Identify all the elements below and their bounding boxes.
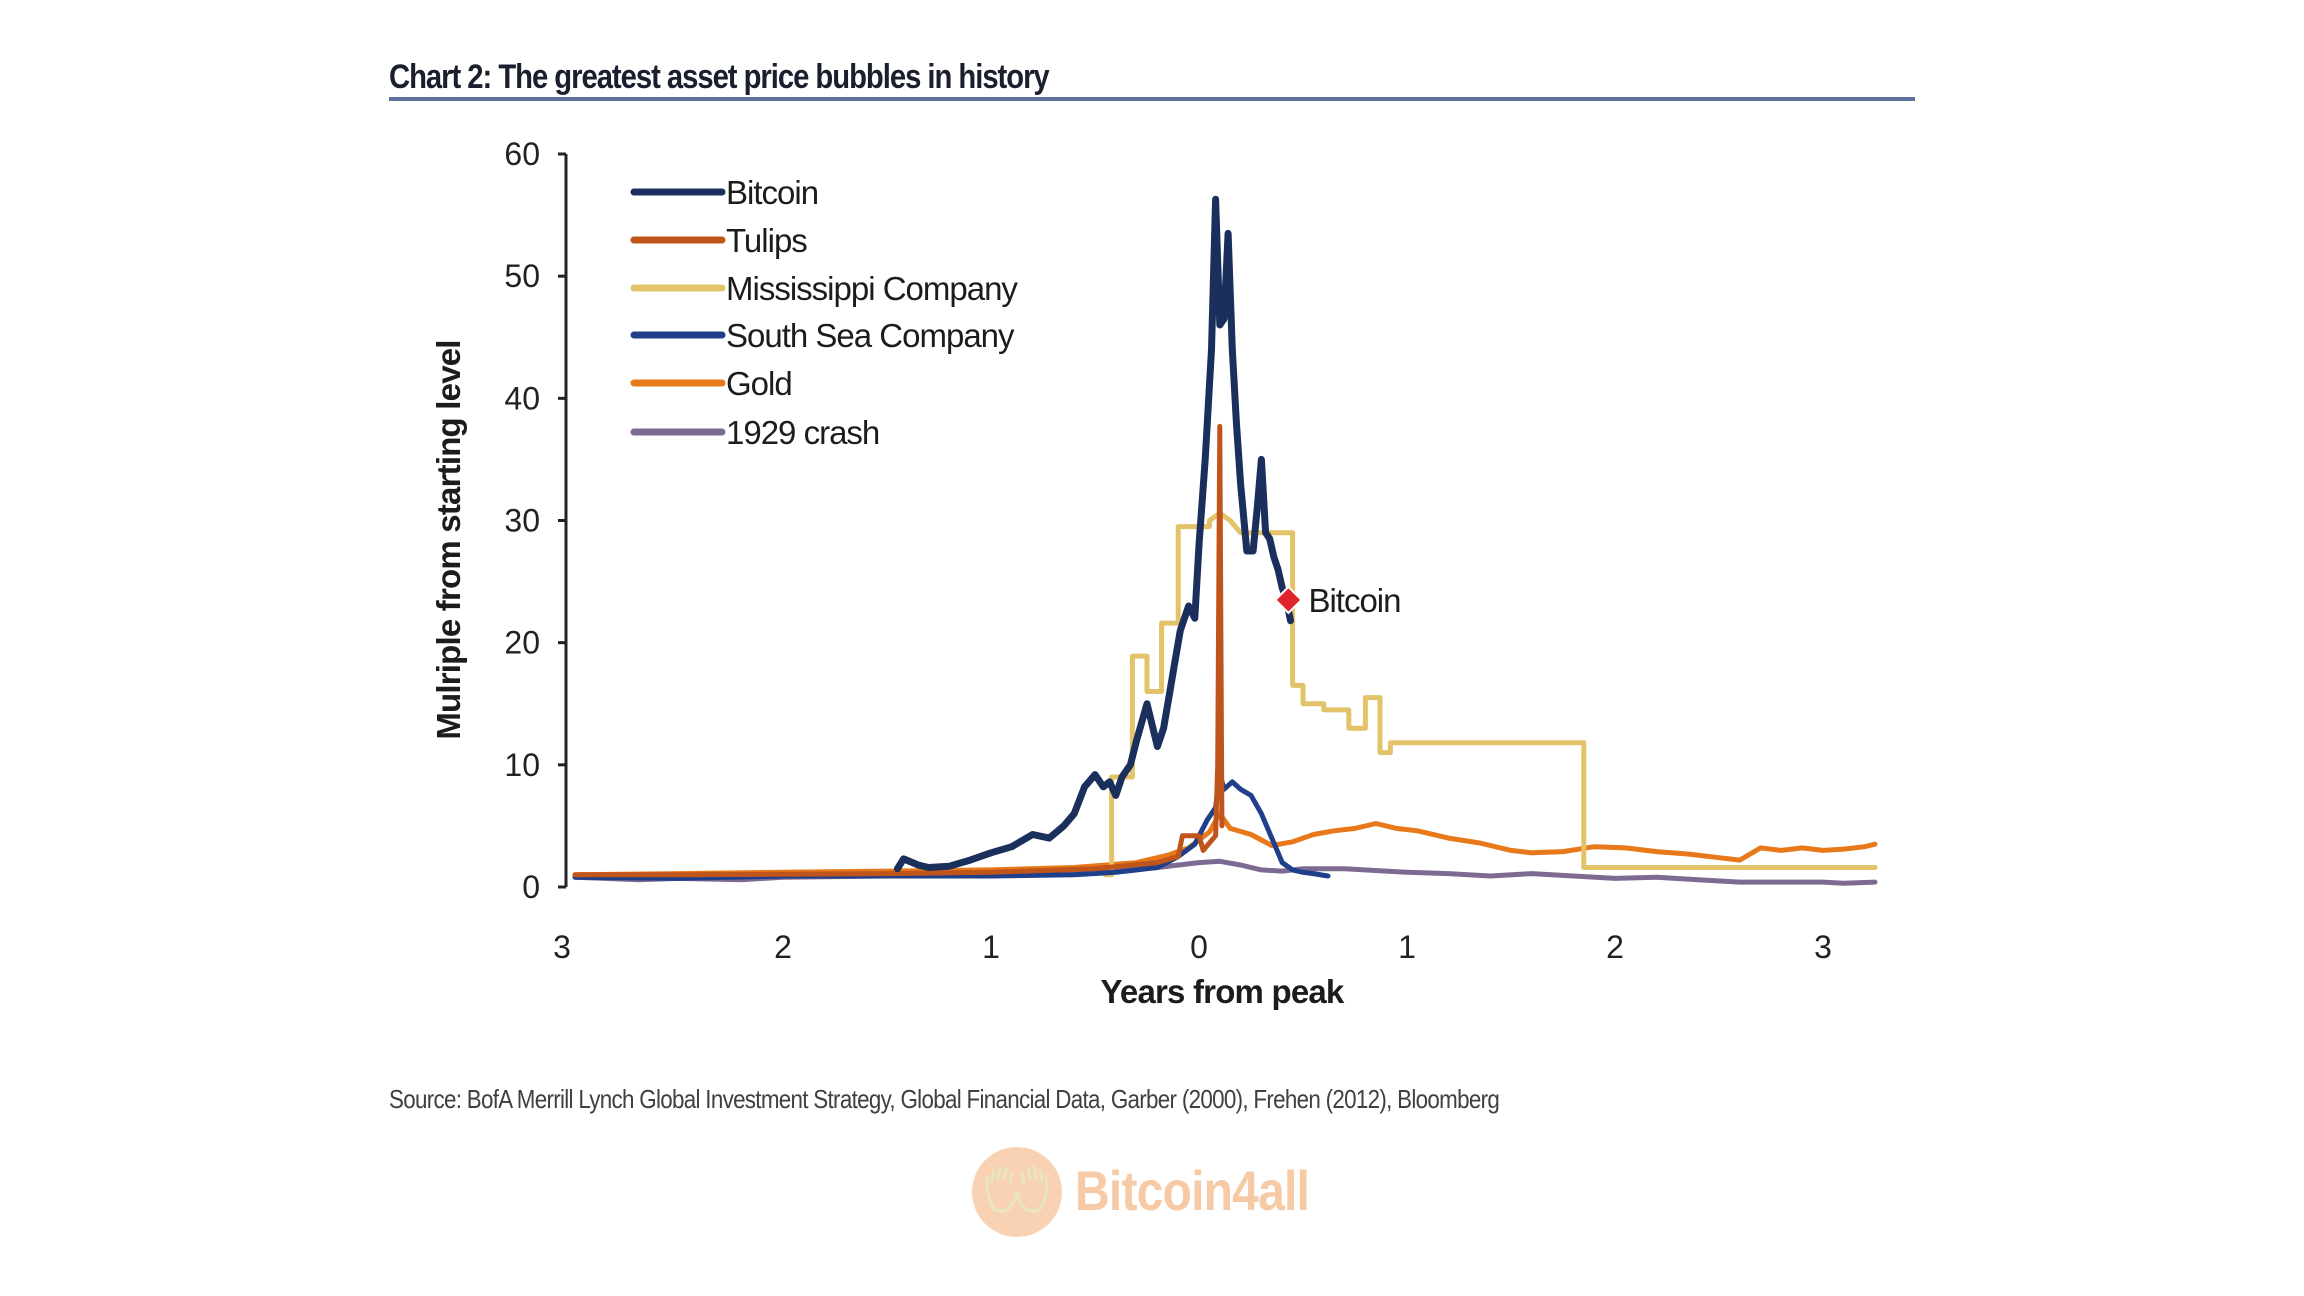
legend-item: Bitcoin: [630, 174, 819, 211]
y-ticks: 0 10 20 30 40 50 60: [504, 136, 566, 905]
legend-item: Mississippi Company: [630, 270, 1019, 307]
x-tick-label: 0: [1190, 929, 1208, 965]
y-tick-label: 10: [504, 747, 540, 783]
legend: Bitcoin Tulips Mississippi Company South Se…: [630, 174, 1019, 451]
legend-label: Mississippi Company: [726, 270, 1018, 307]
y-tick-label: 0: [522, 869, 540, 905]
title-underline: [389, 97, 1915, 101]
legend-label: South Sea Company: [726, 317, 1015, 354]
bitcoin-marker-diamond: [1274, 585, 1303, 615]
watermark-logo: [972, 1147, 1062, 1237]
legend-item: South Sea Company: [630, 317, 1016, 354]
y-tick-label: 20: [504, 625, 540, 661]
bitcoin-annotation: Bitcoin: [1274, 582, 1402, 619]
y-tick-label: 50: [504, 258, 540, 294]
x-tick-label: 1: [982, 929, 1000, 965]
bitcoin-marker-label: Bitcoin: [1308, 582, 1400, 619]
series-line-tulips: [572, 423, 1225, 878]
x-tick-label: 3: [553, 929, 571, 965]
chart-title: Chart 2: The greatest asset price bubble…: [389, 58, 1050, 96]
series-line-gold: [572, 811, 1878, 878]
series-layer: [572, 195, 1878, 886]
x-tick-label: 2: [1606, 929, 1624, 965]
y-tick-label: 60: [504, 136, 540, 172]
legend-label: 1929 crash: [726, 414, 879, 451]
legend-item: Tulips: [630, 222, 808, 259]
legend-item: Gold: [630, 365, 793, 402]
legend-item: 1929 crash: [630, 414, 880, 451]
legend-label: Bitcoin: [726, 174, 818, 211]
x-ticks: 3 2 1 0 1 2 3: [553, 929, 1832, 965]
legend-label: Gold: [726, 365, 792, 402]
x-axis-title: Years from peak: [1101, 973, 1345, 1010]
series-line-bitcoin: [893, 195, 1294, 873]
hands-icon: [985, 1165, 1049, 1213]
series-line-mississippi-company: [1102, 510, 1878, 878]
watermark-text: Bitcoin4all: [1075, 1159, 1310, 1222]
y-tick-label: 30: [504, 503, 540, 539]
y-axis-title: Mulriple from starting level: [430, 340, 467, 739]
x-tick-label: 3: [1814, 929, 1832, 965]
y-tick-label: 40: [504, 380, 540, 416]
legend-label: Tulips: [726, 222, 807, 259]
x-tick-label: 1: [1398, 929, 1416, 965]
source-note: Source: BofA Merrill Lynch Global Invest…: [389, 1084, 1500, 1114]
x-tick-label: 2: [774, 929, 792, 965]
